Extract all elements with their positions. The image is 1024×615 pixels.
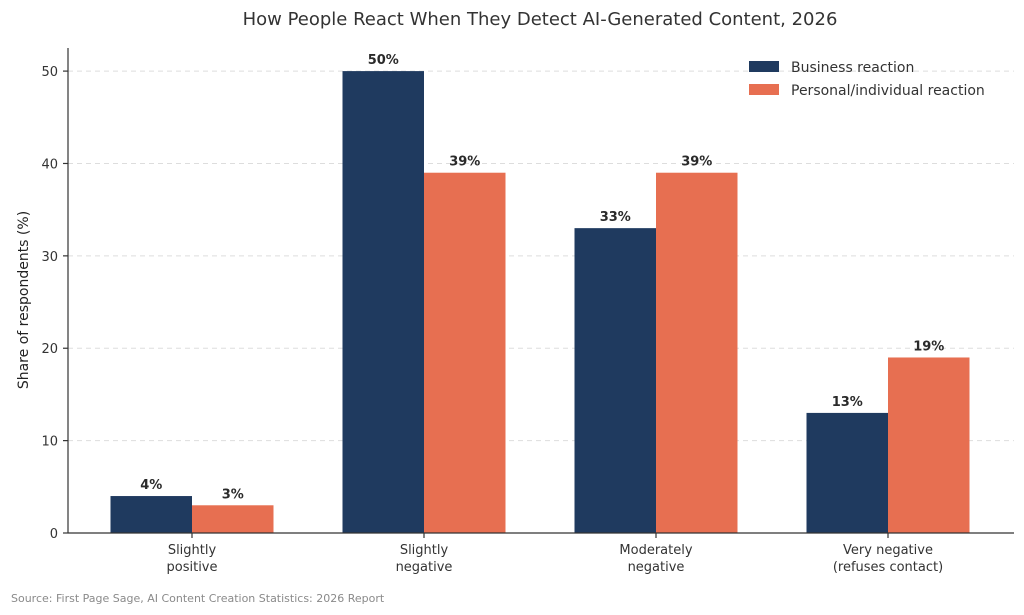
- y-tick-label: 20: [41, 342, 58, 357]
- legend: Business reaction Personal/individual rea…: [749, 60, 985, 99]
- y-axis-label: Share of respondents (%): [16, 211, 32, 389]
- x-tick-label: positive: [167, 560, 218, 575]
- data-label: 3%: [222, 487, 244, 502]
- grid-lines: [68, 70, 1014, 442]
- source-note: Source: First Page Sage, AI Content Crea…: [11, 592, 385, 605]
- legend-label: Business reaction: [791, 60, 914, 76]
- legend-label: Personal/individual reaction: [791, 83, 985, 99]
- y-tick-label: 50: [41, 65, 58, 80]
- chart-title: How People React When They Detect AI-Gen…: [243, 9, 838, 30]
- y-tick-label: 40: [41, 157, 58, 172]
- data-label: 50%: [368, 53, 399, 68]
- x-tick-label: Slightly: [400, 543, 449, 558]
- data-label: 4%: [140, 478, 162, 493]
- legend-swatch: [749, 61, 779, 72]
- x-axis: Slightly positive Slightly negative Moderate…: [68, 532, 1014, 575]
- x-tick-label: negative: [628, 560, 685, 575]
- data-label: 13%: [832, 395, 863, 410]
- y-tick-label: 0: [50, 527, 58, 542]
- bars: [110, 71, 970, 533]
- x-tick-label: Slightly: [168, 543, 217, 558]
- x-tick-label: Moderately: [619, 543, 692, 558]
- data-label: 19%: [913, 339, 944, 354]
- data-label: 33%: [600, 210, 631, 225]
- y-axis: 0 10 20 30 40 50: [41, 48, 69, 542]
- bar: [656, 172, 738, 533]
- x-tick-label: negative: [396, 560, 453, 575]
- bar: [110, 496, 192, 533]
- data-label: 39%: [681, 155, 712, 170]
- x-tick-label: Very negative: [843, 543, 933, 558]
- x-tick-label: (refuses contact): [833, 560, 943, 575]
- legend-swatch: [749, 84, 779, 95]
- bar: [806, 412, 888, 533]
- bar: [888, 357, 970, 533]
- bar: [342, 71, 424, 533]
- bar: [574, 228, 656, 533]
- y-tick-label: 10: [41, 435, 58, 450]
- data-labels: 4% 3% 50% 39% 33% 39% 13% 19%: [140, 53, 944, 502]
- bar: [192, 505, 274, 533]
- data-label: 39%: [449, 155, 480, 170]
- bar: [424, 172, 506, 533]
- y-tick-label: 30: [41, 250, 58, 265]
